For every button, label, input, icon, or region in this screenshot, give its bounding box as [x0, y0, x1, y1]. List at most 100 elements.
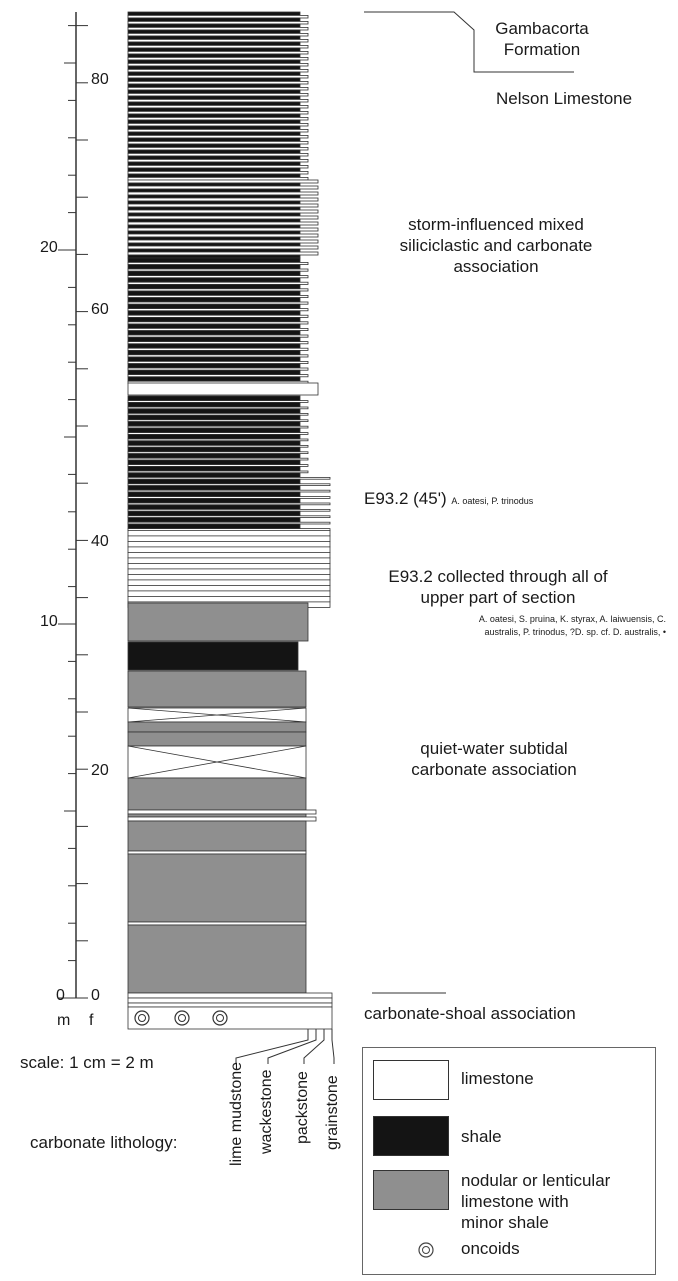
- limestone-bed: [127, 191, 319, 196]
- legend-label-oncoids: oncoids: [461, 1239, 520, 1258]
- shale-bed: [127, 11, 301, 16]
- shale-bed: [127, 200, 301, 205]
- texture-tick: [331, 1029, 335, 1064]
- limestone-bed: [127, 530, 331, 537]
- storm-association-label: storm-influenced mixed siliciclastic and…: [399, 215, 593, 276]
- shale-bed: [127, 131, 301, 136]
- sample-e93-upper-taxa: A. oatesi, S. pruina, K. styrax, A. laiw…: [478, 614, 666, 637]
- oncoid-icon: [212, 1010, 228, 1026]
- sample-e93-45-label: E93.2 (45') A. oatesi, P. trinodus: [364, 488, 533, 509]
- oncoid-icon: [418, 1242, 434, 1258]
- lithologic-column: [127, 11, 333, 1030]
- shale-bed: [127, 194, 301, 199]
- shale-bed: [127, 510, 301, 517]
- limestone-bed: [127, 239, 319, 244]
- shale-bed: [127, 310, 301, 316]
- limestone-bed: [127, 541, 331, 548]
- gambacorta-formation-label: Gambacorta Formation: [495, 19, 589, 59]
- limestone-bed: [127, 557, 331, 564]
- shale-bed: [127, 155, 301, 160]
- limestone-bed: [127, 850, 307, 855]
- shale-bed: [127, 316, 301, 323]
- shale-bed: [127, 206, 301, 211]
- legend-box: limestone shale nodular or lenticular li…: [362, 1047, 656, 1275]
- legend-label-shale: shale: [461, 1127, 502, 1146]
- shale-bed: [127, 459, 301, 465]
- shale-bed: [127, 433, 301, 440]
- shale-bed: [127, 369, 301, 376]
- feet-unit-label: f: [89, 1012, 94, 1029]
- shale-bed: [127, 349, 301, 356]
- covered-cross: [127, 745, 307, 779]
- feet-tick-80: 80: [91, 71, 109, 88]
- limestone-bed: [127, 816, 317, 822]
- feet-tick-40: 40: [91, 533, 109, 550]
- oncoid-grainstone-bed: [127, 1006, 333, 1030]
- shale-bed: [127, 113, 301, 118]
- shale-bed: [127, 182, 301, 187]
- legend-swatch-shale: [373, 1116, 449, 1156]
- shale-bed: [127, 95, 301, 100]
- nodular-bed: [127, 721, 307, 733]
- limestone-bed: [127, 221, 319, 226]
- limestone-bed: [127, 809, 317, 815]
- limestone-bed: [127, 245, 319, 250]
- shale-bed: [127, 517, 301, 523]
- meters-tick-0: 0: [56, 987, 65, 1004]
- shale-bed: [127, 83, 301, 88]
- shale-bed: [127, 414, 301, 421]
- limestone-bed: [127, 574, 331, 581]
- limestone-bed: [127, 215, 319, 220]
- texture-grainstone: grainstone: [324, 1075, 341, 1150]
- sample-e93-upper-label: E93.2 collected through all of upper par…: [388, 567, 608, 607]
- oncoid-icon: [134, 1010, 150, 1026]
- feet-tick-0: 0: [91, 987, 100, 1004]
- shale-bed: [127, 408, 301, 414]
- limestone-bed: [127, 921, 307, 926]
- nodular-bed: [127, 813, 307, 818]
- shale-bed: [127, 230, 301, 235]
- shale-bed: [127, 330, 301, 336]
- shale-bed: [127, 497, 301, 504]
- limestone-bed: [127, 382, 319, 396]
- texture-tick: [235, 1029, 309, 1064]
- legend-label-limestone: limestone: [461, 1069, 534, 1088]
- shale-bed: [127, 173, 301, 178]
- shale-bed: [127, 485, 301, 491]
- nodular-bed: [127, 731, 307, 747]
- scale-label: scale: 1 cm = 2 m: [20, 1053, 154, 1072]
- shale-bed: [127, 257, 301, 263]
- shale-bed: [127, 427, 301, 433]
- shale-bed: [127, 41, 301, 46]
- shale-bed: [127, 491, 301, 497]
- shale-bed: [127, 29, 301, 34]
- shale-bed: [127, 248, 301, 253]
- legend-label-nodular: nodular or lenticular limestone with min…: [461, 1171, 611, 1232]
- limestone-bed: [127, 546, 331, 553]
- limestone-bed: [127, 185, 319, 190]
- shale-bed: [127, 149, 301, 154]
- limestone-bed: [127, 233, 319, 238]
- nodular-bed: [127, 924, 307, 994]
- oncoid-icon: [174, 1010, 190, 1026]
- shale-bed: [127, 119, 301, 124]
- shale-bed: [127, 478, 301, 485]
- formation-contact-line: [364, 11, 574, 73]
- shale-bed: [127, 35, 301, 40]
- shale-bed: [127, 523, 301, 529]
- texture-wackestone: wackestone: [258, 1069, 275, 1155]
- limestone-bed: [127, 596, 331, 603]
- shale-bed: [127, 641, 299, 671]
- shale-bed: [127, 421, 301, 427]
- limestone-bed: [127, 579, 331, 586]
- oncoid-icon: [138, 1014, 146, 1022]
- texture-scale-ticks: [235, 1029, 335, 1064]
- shale-bed: [127, 59, 301, 64]
- shale-bed: [127, 504, 301, 510]
- texture-tick: [303, 1029, 325, 1064]
- shale-bed: [127, 101, 301, 106]
- limestone-bed: [127, 209, 319, 214]
- shale-bed: [127, 440, 301, 446]
- texture-packstone: packstone: [294, 1071, 311, 1144]
- shale-bed: [127, 143, 301, 148]
